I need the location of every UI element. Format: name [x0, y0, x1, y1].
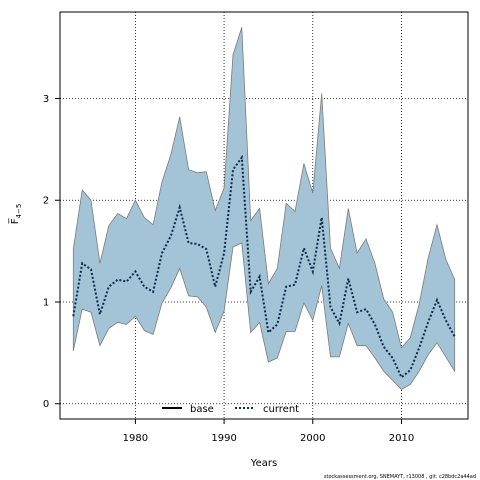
confidence-band-area [72, 27, 456, 391]
y-axis-title-group: F̅4−5 [8, 204, 23, 225]
x-tick-label: 2010 [389, 433, 414, 444]
legend-base-label: base [190, 404, 214, 415]
legend-current-label: current [263, 404, 299, 415]
x-tick-label: 1990 [211, 433, 236, 444]
y-axis-title: F̅4−5 [8, 204, 23, 225]
x-axis-title: Years [250, 458, 277, 469]
y-axis: 0 1 2 3 [43, 94, 60, 410]
y-tick-label: 0 [43, 399, 49, 410]
x-tick-label: 1980 [123, 433, 148, 444]
legend: base current [162, 404, 299, 415]
y-tick-label: 3 [43, 94, 49, 105]
footer-credit: stockassessment.org, SNEMAYT, r13008 , g… [324, 474, 476, 480]
plot-frame [59, 11, 469, 420]
y-axis-title-sub: 4−5 [15, 204, 23, 219]
y-tick-label: 1 [43, 297, 49, 308]
x-axis: 1980 1990 2000 2010 [123, 419, 414, 444]
y-tick-label: 2 [43, 196, 49, 207]
y-axis-title-main: F̅ [8, 218, 21, 225]
confidence-band [72, 27, 456, 391]
x-tick-label: 2000 [300, 433, 325, 444]
